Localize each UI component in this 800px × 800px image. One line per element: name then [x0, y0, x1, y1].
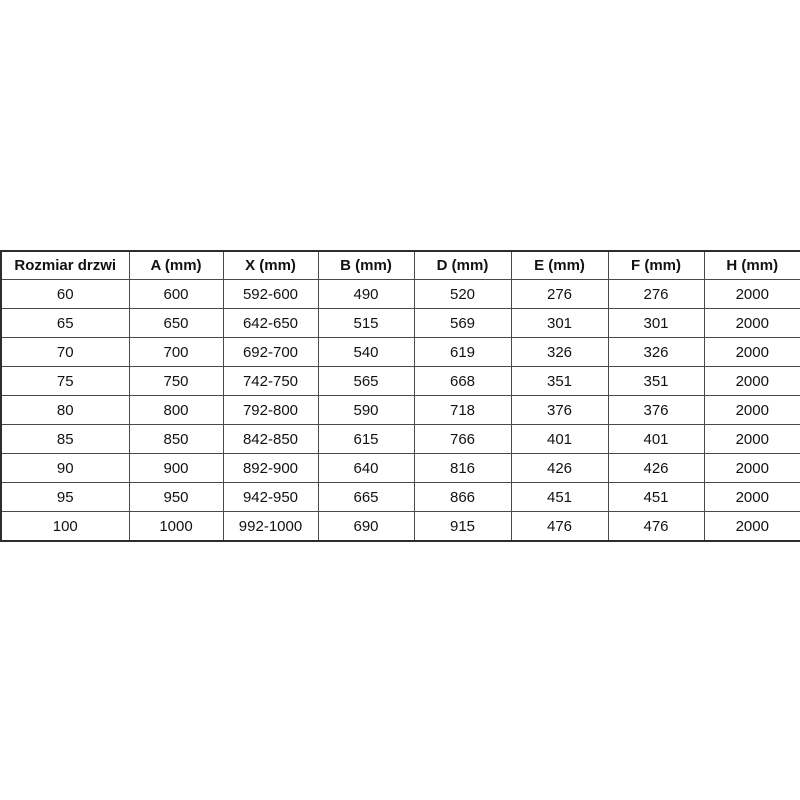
table-cell: 2000: [703, 308, 800, 338]
table-cell: 2000: [703, 395, 800, 425]
table-cell: 80: [0, 395, 130, 425]
table-cell: 2000: [703, 279, 800, 309]
table-cell: 520: [413, 279, 512, 309]
table-row: 80 800 792-800 590 718 376 376 2000: [0, 395, 800, 425]
table-cell: 2000: [703, 424, 800, 454]
table-row: 65 650 642-650 515 569 301 301 2000: [0, 308, 800, 338]
table-cell: 476: [607, 511, 705, 542]
column-header-d-mm: D (mm): [413, 250, 512, 280]
table-cell: 900: [128, 453, 224, 483]
table-cell: 850: [128, 424, 224, 454]
table-cell: 326: [607, 337, 705, 367]
table-cell: 301: [510, 308, 609, 338]
table-cell: 2000: [703, 511, 800, 542]
table-cell: 569: [413, 308, 512, 338]
table-cell: 592-600: [222, 279, 319, 309]
table-cell: 401: [510, 424, 609, 454]
column-header-rozmiar-drzwi: Rozmiar drzwi: [0, 250, 130, 280]
table-cell: 2000: [703, 337, 800, 367]
table-cell: 742-750: [222, 366, 319, 396]
column-header-x-mm: X (mm): [222, 250, 319, 280]
table-cell: 301: [607, 308, 705, 338]
table-cell: 401: [607, 424, 705, 454]
table-cell: 326: [510, 337, 609, 367]
table-cell: 665: [317, 482, 415, 512]
table-cell: 490: [317, 279, 415, 309]
table-cell: 668: [413, 366, 512, 396]
table-cell: 60: [0, 279, 130, 309]
table-cell: 640: [317, 453, 415, 483]
table-cell: 766: [413, 424, 512, 454]
table-cell: 800: [128, 395, 224, 425]
table-cell: 816: [413, 453, 512, 483]
table-cell: 426: [510, 453, 609, 483]
table-cell: 690: [317, 511, 415, 542]
table-cell: 426: [607, 453, 705, 483]
table-cell: 866: [413, 482, 512, 512]
column-header-h-mm: H (mm): [703, 250, 800, 280]
table-cell: 842-850: [222, 424, 319, 454]
table-cell: 700: [128, 337, 224, 367]
table-cell: 276: [510, 279, 609, 309]
table-cell: 376: [607, 395, 705, 425]
table-cell: 942-950: [222, 482, 319, 512]
table-cell: 2000: [703, 482, 800, 512]
table-cell: 615: [317, 424, 415, 454]
table-cell: 90: [0, 453, 130, 483]
table-cell: 718: [413, 395, 512, 425]
column-header-f-mm: F (mm): [607, 250, 705, 280]
table-cell: 650: [128, 308, 224, 338]
table-cell: 85: [0, 424, 130, 454]
table-row: 85 850 842-850 615 766 401 401 2000: [0, 424, 800, 454]
table-cell: 619: [413, 337, 512, 367]
table-cell: 642-650: [222, 308, 319, 338]
table-cell: 692-700: [222, 337, 319, 367]
table-cell: 750: [128, 366, 224, 396]
table-cell: 75: [0, 366, 130, 396]
table-cell: 70: [0, 337, 130, 367]
column-header-e-mm: E (mm): [510, 250, 609, 280]
table-row: 75 750 742-750 565 668 351 351 2000: [0, 366, 800, 396]
table-cell: 792-800: [222, 395, 319, 425]
column-header-a-mm: A (mm): [128, 250, 224, 280]
table-cell: 351: [510, 366, 609, 396]
table-cell: 351: [607, 366, 705, 396]
table-cell: 2000: [703, 453, 800, 483]
door-size-table: Rozmiar drzwi A (mm) X (mm) B (mm) D (mm…: [0, 250, 800, 542]
table-cell: 915: [413, 511, 512, 542]
table-cell: 451: [510, 482, 609, 512]
table-cell: 100: [0, 511, 130, 542]
table-cell: 540: [317, 337, 415, 367]
column-header-b-mm: B (mm): [317, 250, 415, 280]
table-row: 95 950 942-950 665 866 451 451 2000: [0, 482, 800, 512]
table-cell: 565: [317, 366, 415, 396]
table-row: 90 900 892-900 640 816 426 426 2000: [0, 453, 800, 483]
table-cell: 2000: [703, 366, 800, 396]
table-cell: 95: [0, 482, 130, 512]
table-cell: 376: [510, 395, 609, 425]
table-cell: 600: [128, 279, 224, 309]
table-cell: 892-900: [222, 453, 319, 483]
table-cell: 590: [317, 395, 415, 425]
table-cell: 276: [607, 279, 705, 309]
table-row: 70 700 692-700 540 619 326 326 2000: [0, 337, 800, 367]
table-row: 60 600 592-600 490 520 276 276 2000: [0, 279, 800, 309]
table-cell: 992-1000: [222, 511, 319, 542]
table-row: 100 1000 992-1000 690 915 476 476 2000: [0, 511, 800, 542]
table-cell: 476: [510, 511, 609, 542]
table-cell: 65: [0, 308, 130, 338]
table-cell: 950: [128, 482, 224, 512]
header-row: Rozmiar drzwi A (mm) X (mm) B (mm) D (mm…: [0, 250, 800, 280]
table-cell: 1000: [128, 511, 224, 542]
table-cell: 515: [317, 308, 415, 338]
table-cell: 451: [607, 482, 705, 512]
